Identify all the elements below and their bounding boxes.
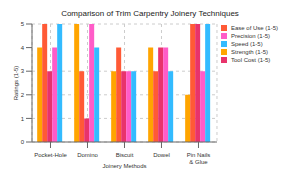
svg-text:Dowel: Dowel	[153, 152, 170, 158]
html-text:Comparison of Trim Carpentry J: Comparison of Trim Carpentry Joinery Tec…	[61, 9, 239, 18]
html-text:Ease of Use (1-5): Ease of Use (1-5)	[231, 25, 278, 31]
svg-text:Domino: Domino	[77, 152, 98, 158]
svg-text:0: 0	[21, 139, 25, 145]
html-text:Tool Cost (1-5): Tool Cost (1-5)	[231, 57, 271, 63]
html-text:Precision (1-5): Precision (1-5)	[231, 33, 270, 39]
svg-text:Pocket-Hole: Pocket-Hole	[34, 152, 67, 158]
svg-text:Ratings (1-5): Ratings (1-5)	[13, 66, 19, 101]
svg-text:Pin Nails& Glue: Pin Nails& Glue	[187, 152, 211, 165]
svg-text:4: 4	[21, 45, 25, 51]
svg-text:3: 3	[21, 68, 25, 74]
html-text:Strength (1-5): Strength (1-5)	[231, 49, 268, 55]
svg-text:Joinery Methods: Joinery Methods	[102, 163, 146, 169]
svg-text:5: 5	[21, 21, 25, 27]
svg-text:1: 1	[21, 116, 25, 122]
svg-text:Biscuit: Biscuit	[116, 152, 134, 158]
html-text:Speed (1-5): Speed (1-5)	[231, 41, 263, 47]
svg-text:2: 2	[21, 92, 25, 98]
